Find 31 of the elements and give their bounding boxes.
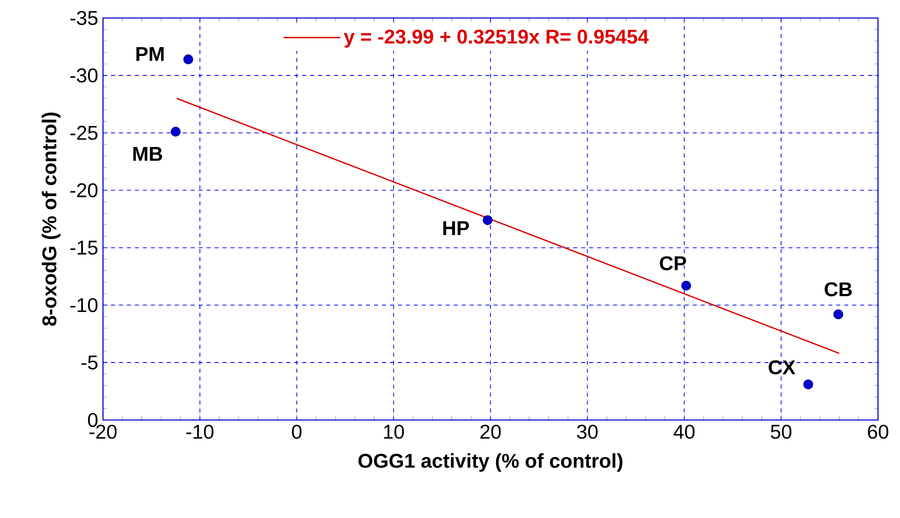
point bbox=[482, 215, 493, 226]
y-tick-label: -35 bbox=[70, 10, 98, 26]
annotation: CB bbox=[824, 282, 852, 296]
y-tick-label: -25 bbox=[70, 126, 98, 140]
point bbox=[833, 309, 844, 320]
y-tick-label: -15 bbox=[70, 240, 98, 255]
y-tick-label: -30 bbox=[70, 68, 98, 82]
x-tick-label: 0 bbox=[292, 424, 302, 439]
x-tick-label: 10 bbox=[384, 424, 404, 439]
y-axis-title: 8-oxodG (% of control) bbox=[42, 112, 60, 326]
x-tick-label: 20 bbox=[480, 424, 501, 439]
annotation: CP bbox=[660, 256, 686, 270]
x-tick-label: 50 bbox=[770, 424, 792, 439]
point bbox=[803, 379, 814, 390]
x-tick-label: 40 bbox=[674, 424, 695, 439]
point bbox=[681, 280, 692, 291]
y-tick-label: -5 bbox=[81, 356, 98, 370]
y-tick-label: 0 bbox=[88, 412, 98, 428]
annotation: HP bbox=[443, 221, 469, 235]
x-tick-label: 60 bbox=[868, 424, 888, 439]
x-axis-title: OGG1 activity (% of control) bbox=[358, 453, 622, 472]
annotation: PM bbox=[136, 47, 164, 61]
point bbox=[170, 126, 181, 137]
point bbox=[183, 54, 194, 64]
legend-label: y = -23.99 + 0.32519x R= 0.95454 bbox=[344, 30, 649, 48]
x-tick-label: -10 bbox=[186, 424, 214, 439]
y-tick-label: -10 bbox=[70, 298, 98, 312]
y-tick-label: -20 bbox=[70, 183, 98, 198]
annotation: MB bbox=[133, 147, 162, 161]
annotation: CX bbox=[768, 360, 796, 374]
x-tick-label: 30 bbox=[577, 424, 598, 439]
